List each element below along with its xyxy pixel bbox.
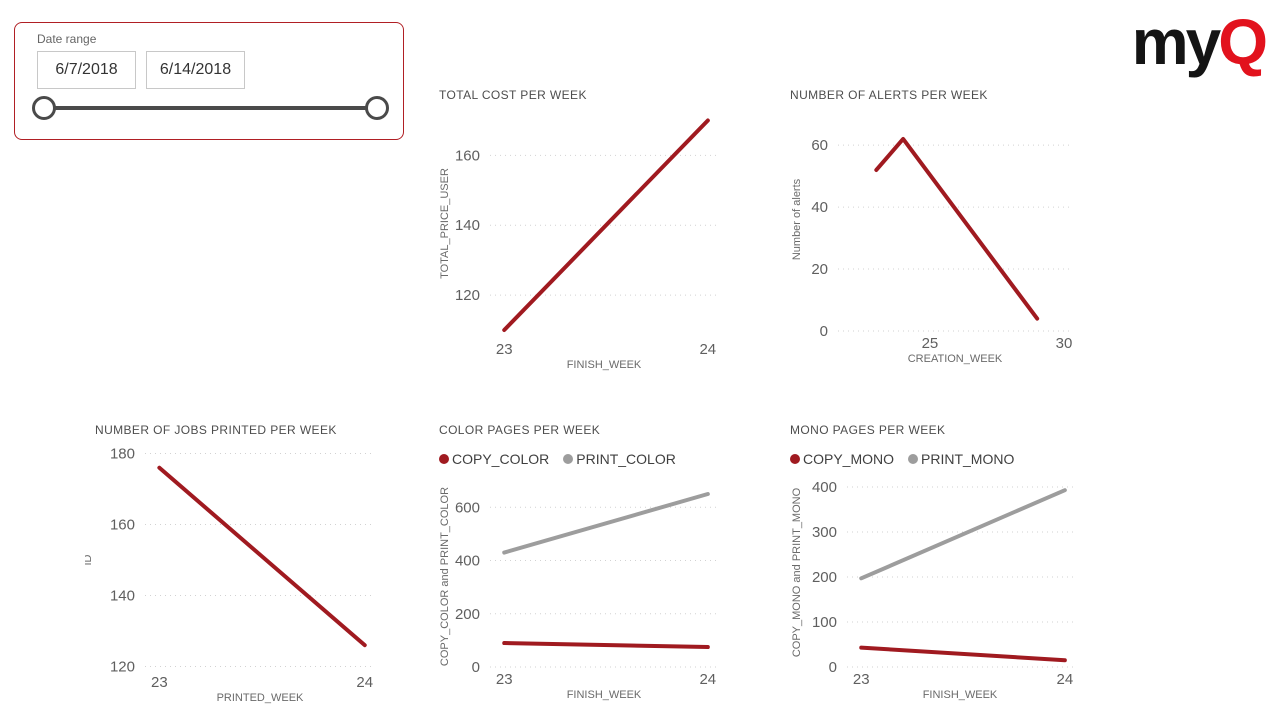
- slider-track[interactable]: [44, 106, 377, 110]
- x-tick-label: 24: [699, 671, 716, 688]
- chart-jobs-printed-per-week[interactable]: NUMBER OF JOBS PRINTED PER WEEK 120 140 160…: [85, 415, 385, 715]
- legend-dot: [790, 454, 800, 464]
- series-line-copy_mono[interactable]: [859, 645, 1067, 663]
- legend-item-copy_mono[interactable]: COPY_MONO: [790, 451, 894, 467]
- chart-title: COLOR PAGES PER WEEK: [439, 423, 601, 437]
- chart-title: NUMBER OF ALERTS PER WEEK: [790, 88, 988, 102]
- y-tick-label: 100: [812, 614, 837, 631]
- y-axis-title: Number of alerts: [791, 178, 803, 260]
- y-tick-label: 400: [455, 553, 480, 570]
- date-range-slicer: Date range: [14, 22, 404, 140]
- legend-item-print_mono[interactable]: PRINT_MONO: [908, 451, 1014, 467]
- slider-handle-start[interactable]: [32, 96, 56, 120]
- y-tick-label: 180: [110, 446, 135, 463]
- legend-dot: [439, 454, 449, 464]
- y-axis-title: ID: [85, 554, 94, 565]
- chart-plot: 0 100 200 300 400 23 24 FINISH_WEEK COPY_MONO an…: [791, 479, 1074, 701]
- series-line-print_mono[interactable]: [859, 488, 1067, 581]
- end-date-input[interactable]: [146, 51, 245, 89]
- y-tick-label: 0: [829, 659, 837, 676]
- y-tick-label: 600: [455, 499, 480, 516]
- start-date-input[interactable]: [37, 51, 136, 89]
- chart-plot: 0 200 400 600 23 24 FINISH_WEEK COPY_COLOR and …: [439, 487, 718, 701]
- chart-legend: COPY_COLOR PRINT_COLOR: [439, 451, 676, 467]
- legend-dot: [563, 454, 574, 464]
- y-tick-label: 400: [812, 479, 837, 496]
- series-line-total_price_user[interactable]: [502, 118, 710, 333]
- series-line-print_color[interactable]: [502, 491, 710, 555]
- y-axis-title: TOTAL_PRICE_USER: [439, 168, 451, 279]
- legend-item-copy_color[interactable]: COPY_COLOR: [439, 451, 549, 467]
- chart-plot: 120 140 160 180 23 24 PRINTED_WEEK ID: [85, 446, 375, 704]
- y-tick-label: 200: [455, 606, 480, 623]
- y-tick-label: 140: [110, 587, 135, 604]
- chart-alerts-per-week[interactable]: NUMBER OF ALERTS PER WEEK 0 20 40 60 25 30 CREA…: [785, 80, 1085, 380]
- legend-label: PRINT_MONO: [921, 451, 1015, 467]
- legend-dot: [908, 454, 919, 464]
- x-tick-label: 23: [151, 674, 168, 691]
- x-tick-label: 24: [1057, 671, 1074, 688]
- chart-title: TOTAL COST PER WEEK: [439, 88, 587, 102]
- y-tick-label: 0: [472, 659, 480, 676]
- x-axis-title: CREATION_WEEK: [908, 353, 1003, 365]
- chart-title: NUMBER OF JOBS PRINTED PER WEEK: [95, 423, 337, 437]
- y-tick-label: 160: [455, 147, 480, 164]
- x-axis-title: FINISH_WEEK: [567, 359, 642, 371]
- y-tick-label: 20: [811, 261, 828, 278]
- y-tick-label: 160: [110, 517, 135, 534]
- slider-handle-end[interactable]: [365, 96, 389, 120]
- y-tick-label: 60: [811, 137, 828, 154]
- series-line-copy_color[interactable]: [502, 641, 710, 650]
- logo-q-text: Q: [1218, 6, 1268, 78]
- x-tick-label: 24: [699, 341, 716, 358]
- date-range-slider: [15, 23, 403, 139]
- x-axis-title: FINISH_WEEK: [923, 689, 998, 701]
- date-inputs: [37, 51, 245, 89]
- chart-title: MONO PAGES PER WEEK: [790, 423, 946, 437]
- legend-label: PRINT_COLOR: [576, 451, 676, 467]
- x-tick-label: 23: [496, 671, 513, 688]
- slicer-label: Date range: [37, 32, 97, 46]
- y-axis-title: COPY_COLOR and PRINT_COLOR: [439, 487, 451, 666]
- x-tick-label: 24: [356, 674, 373, 691]
- legend-label: COPY_COLOR: [452, 451, 550, 467]
- chart-color-pages-per-week[interactable]: COLOR PAGES PER WEEK COPY_COLOR PRINT_COLO…: [430, 415, 730, 715]
- x-tick-label: 30: [1056, 335, 1073, 352]
- x-axis-title: PRINTED_WEEK: [217, 692, 304, 704]
- x-tick-label: 23: [496, 341, 513, 358]
- series-line-number of alerts[interactable]: [874, 136, 1040, 321]
- y-tick-label: 40: [811, 199, 828, 216]
- myq-logo: myQ: [1132, 10, 1268, 74]
- chart-plot: 0 20 40 60 25 30 CREATION_WEEK Number of alerts: [791, 136, 1073, 365]
- chart-legend: COPY_MONO PRINT_MONO: [790, 451, 1014, 467]
- y-tick-label: 120: [110, 658, 135, 675]
- y-tick-label: 120: [455, 287, 480, 304]
- y-tick-label: 140: [455, 217, 480, 234]
- x-tick-label: 23: [853, 671, 870, 688]
- y-tick-label: 0: [820, 323, 828, 340]
- series-line-id[interactable]: [157, 465, 367, 648]
- chart-total-cost-per-week[interactable]: TOTAL COST PER WEEK 120 140 160 23 24 FINISH_W…: [430, 80, 730, 380]
- x-tick-label: 25: [922, 335, 939, 352]
- chart-plot: 120 140 160 23 24 FINISH_WEEK TOTAL_PRICE_USER: [439, 118, 718, 371]
- x-axis-title: FINISH_WEEK: [567, 689, 642, 701]
- y-tick-label: 300: [812, 524, 837, 541]
- y-tick-label: 200: [812, 569, 837, 586]
- chart-mono-pages-per-week[interactable]: MONO PAGES PER WEEK COPY_MONO PRINT_MONO 0 1…: [785, 415, 1085, 715]
- y-axis-title: COPY_MONO and PRINT_MONO: [791, 487, 803, 657]
- logo-my-text: my: [1131, 6, 1221, 78]
- legend-label: COPY_MONO: [803, 451, 895, 467]
- legend-item-print_color[interactable]: PRINT_COLOR: [563, 451, 676, 467]
